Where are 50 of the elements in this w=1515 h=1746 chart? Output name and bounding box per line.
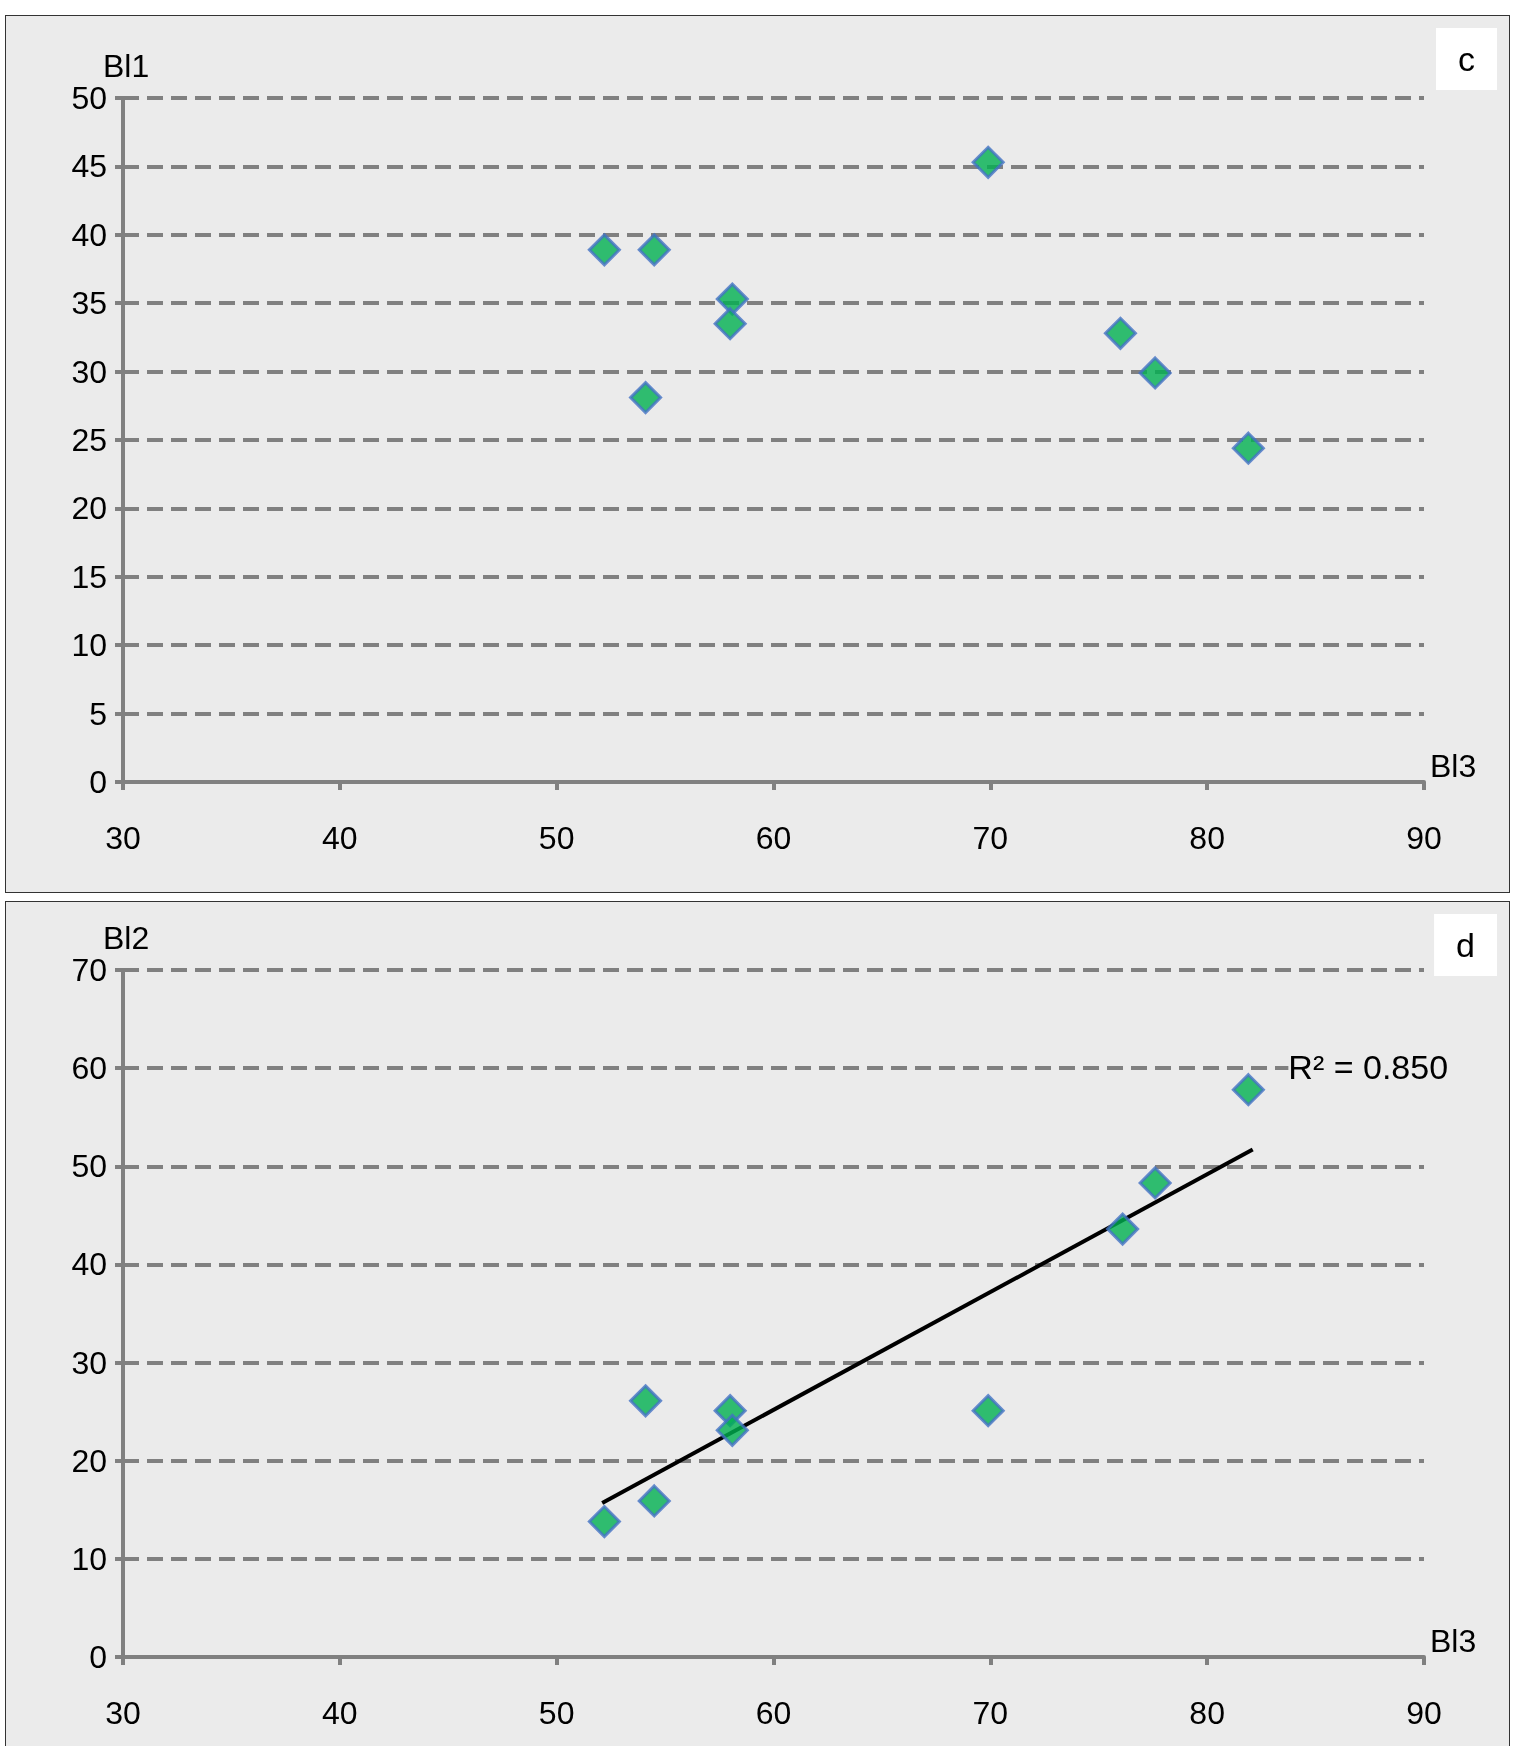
- point: [1138, 356, 1172, 390]
- x-tick-label: 40: [322, 1695, 358, 1731]
- point: [1103, 316, 1137, 350]
- text: c: [1458, 40, 1475, 78]
- point: [715, 1413, 749, 1447]
- x-axis-title: Bl3: [1430, 748, 1477, 784]
- x-tick-label: 70: [972, 1695, 1009, 1731]
- x-tick-label: 60: [755, 820, 792, 856]
- x-axis-title: Bl3: [1430, 1623, 1477, 1659]
- y-tick-label: 15: [71, 558, 107, 595]
- x-tick-label: 80: [1189, 1695, 1225, 1731]
- y-tick-label: 25: [71, 422, 107, 458]
- point: [1231, 431, 1265, 465]
- y-tick-label: 30: [71, 1344, 107, 1381]
- point: [1138, 1166, 1172, 1200]
- x-tick-label: 50: [538, 1695, 575, 1731]
- x-tick-label: 90: [1406, 820, 1442, 856]
- y-tick-label: 10: [71, 627, 107, 664]
- y-tick-label: 60: [71, 1050, 107, 1087]
- y-tick-label: 50: [71, 1148, 107, 1185]
- y-tick-label: 30: [71, 353, 107, 390]
- y-tick-label: 5: [89, 695, 107, 732]
- x-tick-label: 80: [1189, 820, 1225, 856]
- point: [637, 1484, 671, 1518]
- point: [629, 1384, 663, 1418]
- y-tick-label: 35: [71, 285, 107, 322]
- x-tick-label: 40: [322, 820, 358, 856]
- point: [587, 1505, 621, 1539]
- x-tick-label: 70: [972, 820, 1009, 856]
- point: [629, 381, 663, 415]
- x-tick-label: 60: [755, 1695, 792, 1731]
- annotation: R² = 0.850: [1288, 1047, 1449, 1086]
- point: [1106, 1212, 1140, 1246]
- y-tick-label: 20: [71, 1442, 107, 1479]
- y-tick-label: 20: [71, 490, 107, 527]
- y-tick-label: 10: [71, 1540, 107, 1577]
- x-tick-label: 90: [1406, 1695, 1442, 1731]
- x-tick-label: 50: [538, 820, 575, 856]
- y-tick-label: 0: [89, 1639, 107, 1675]
- y-tick-label: 0: [89, 764, 107, 800]
- point: [587, 233, 621, 267]
- y-tick-label: 40: [71, 216, 107, 253]
- text: d: [1456, 926, 1476, 964]
- y-tick-label: 40: [71, 1246, 107, 1283]
- y-tick-label: 45: [71, 148, 107, 185]
- point: [1231, 1073, 1265, 1107]
- point: [713, 307, 747, 341]
- point: [971, 1394, 1005, 1428]
- point: [971, 145, 1005, 179]
- point: [637, 233, 671, 267]
